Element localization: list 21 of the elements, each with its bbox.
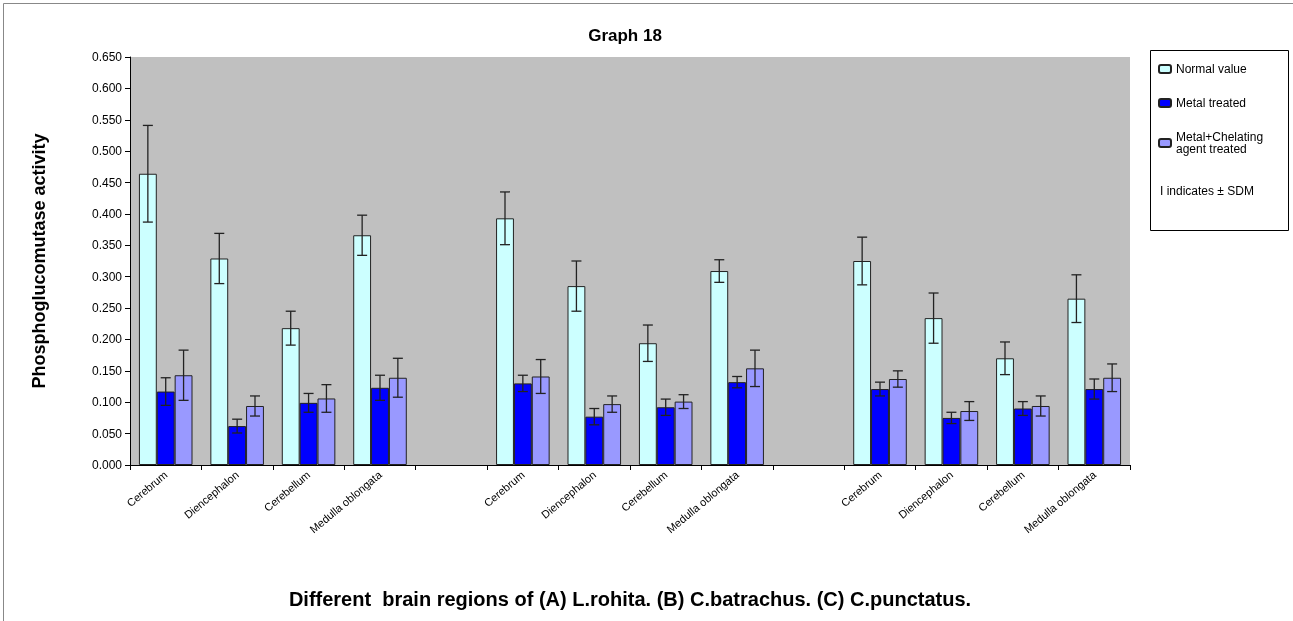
legend-label: Normal value [1176,62,1248,76]
y-tick-label: 0.600 [91,81,123,96]
y-tick-label: 0.000 [91,458,123,472]
chart-title: Graph 18 [588,26,662,45]
y-tick-label: 0.350 [91,238,123,253]
y-tick-label: 0.300 [91,269,123,284]
y-tick-label: 0.400 [91,206,123,221]
legend-label: Metal+Chelating agent treated [1176,130,1267,156]
y-tick-label: 0.450 [91,175,123,190]
legend-label: Metal treated [1176,96,1247,110]
y-tick-label: 0.200 [91,332,123,347]
y-tick-label: 0.100 [91,395,123,410]
y-tick-label: 0.650 [91,50,123,64]
y-tick-label: 0.250 [91,301,123,316]
x-axis-title: Different brain regions of (A) L.rohita. (B) C.batrachus. (C) C.punctatus. [288,588,972,610]
y-tick-label: 0.050 [91,426,123,441]
y-tick-label: 0.500 [91,144,123,159]
y-tick-label: 0.550 [91,112,123,127]
text: I indicates ± SDM [1160,184,1254,198]
y-tick-label: 0.150 [91,363,123,378]
y-axis-title: Phosphoglucomutase activity [29,133,49,389]
